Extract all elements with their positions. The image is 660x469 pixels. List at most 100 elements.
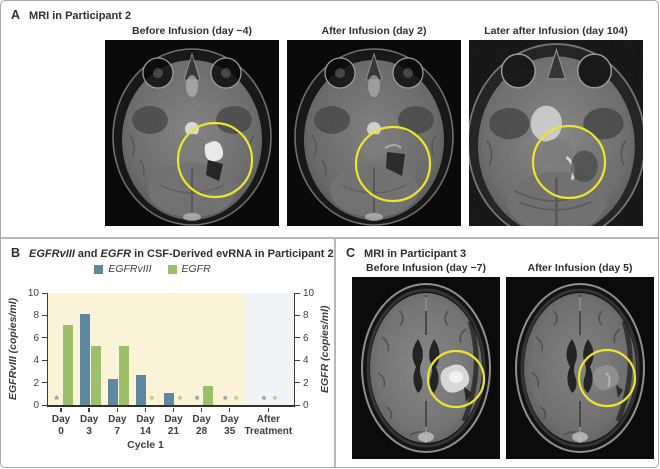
legend-label-egfr: EGFR <box>181 263 211 275</box>
bar-egfrviii-day-3 <box>79 314 90 405</box>
below-detection-marker-egfr-day-35: * <box>233 393 239 407</box>
mri-image-c1 <box>352 277 500 459</box>
panel-a-letter: A <box>11 8 21 22</box>
panel-a-header: A MRI in Participant 2 <box>11 8 131 22</box>
y-tick-label-r-4: 4 <box>303 355 309 367</box>
mri-caption-c1: Before Infusion (day −7) <box>366 262 486 274</box>
y-tick-label-l-2: 2 <box>33 377 39 389</box>
y-tick-l-2 <box>42 382 47 384</box>
legend-item-egfr: EGFR <box>167 263 211 275</box>
y-tick-label-r-10: 10 <box>303 288 315 299</box>
below-detection-marker-egfr-day-21: * <box>177 393 183 407</box>
mri-figure-c2: After Infusion (day 5) <box>506 261 654 459</box>
y-tick-l-0 <box>42 404 47 406</box>
chart-zone-after-treatment <box>244 293 294 405</box>
y-tick-label-r-0: 0 <box>303 400 309 411</box>
below-detection-marker-egfrviii-day-28: * <box>194 393 200 407</box>
x-tick-label-day-3: Day 3 <box>75 408 103 438</box>
panel-c: C MRI in Participant 3 Before Infusion (… <box>336 239 658 467</box>
y-tick-r-6 <box>295 337 300 339</box>
mri-caption-a3: Later after Infusion (day 104) <box>484 25 628 37</box>
bar-group-day-3 <box>76 293 104 405</box>
x-axis-labels: Day 0 Day 3 Day 7 Day 14 Day 21 Day 28 Day 35 After Tre… <box>47 408 293 438</box>
mri-figure-a3: Later after Infusion (day 104) <box>469 24 643 226</box>
y-tick-r-4 <box>295 359 300 361</box>
y-axis-label-right: EGFR (copies/ml) <box>319 305 331 393</box>
panel-divider-vertical <box>334 238 336 467</box>
y-tick-l-4 <box>42 359 47 361</box>
panel-c-mri-row: Before Infusion (day −7) <box>352 261 654 459</box>
mri-figure-c1: Before Infusion (day −7) <box>352 261 500 459</box>
panel-a-title: MRI in Participant 2 <box>29 10 132 22</box>
mri-image-a1 <box>105 40 279 226</box>
panel-b: B EGFRvIII and EGFR in CSF-Derived evRNA… <box>1 239 334 467</box>
bar-group-day-35: * * <box>217 293 245 407</box>
bar-group-day-21: * <box>160 293 188 407</box>
y-tick-r-10 <box>295 292 300 294</box>
bar-egfrviii-day-14 <box>135 374 146 405</box>
panel-a-mri-row: Before Infusion (day −4) <box>105 24 643 226</box>
cycle-axis-label: Cycle 1 <box>127 439 164 451</box>
y-tick-l-10 <box>42 292 47 294</box>
bar-egfr-day-28 <box>203 385 214 405</box>
panel-b-title: EGFRvIII and EGFR in CSF-Derived evRNA i… <box>29 248 334 260</box>
y-tick-label-l-4: 4 <box>33 355 39 367</box>
legend-item-egfrviii: EGFRvIII <box>94 263 152 275</box>
mri-image-a2 <box>287 40 461 226</box>
y-tick-r-2 <box>295 382 300 384</box>
x-tick-label-day-35: Day 35 <box>216 408 244 438</box>
mri-image-c2 <box>506 277 654 459</box>
x-tick-label-day-21: Day 21 <box>159 408 187 438</box>
below-detection-marker-egfrviii-day-0: * <box>54 393 59 407</box>
bar-egfr-day-3 <box>90 345 101 405</box>
chart-legend: EGFRvIII EGFR <box>1 263 304 275</box>
y-tick-label-l-10: 10 <box>27 288 39 299</box>
bar-group-day-7 <box>104 293 132 405</box>
mri-caption-a2: After Infusion (day 2) <box>321 25 427 37</box>
bar-group-day-14: * <box>132 293 160 407</box>
y-tick-r-0 <box>295 404 300 406</box>
below-detection-marker-egfr-after-treatment: * <box>272 393 278 407</box>
below-detection-marker-egfrviii-after-treatment: * <box>261 393 267 407</box>
y-tick-label-r-2: 2 <box>303 377 309 389</box>
y-tick-label-r-8: 8 <box>303 310 309 322</box>
panel-c-header: C MRI in Participant 3 <box>346 246 466 260</box>
y-tick-label-l-0: 0 <box>33 400 39 411</box>
panel-c-title: MRI in Participant 3 <box>364 248 467 260</box>
mri-caption-a1: Before Infusion (day −4) <box>132 25 252 37</box>
mri-figure-a1: Before Infusion (day −4) <box>105 24 279 226</box>
y-axis-label-left: EGFRvIII (copies/ml) <box>7 297 19 401</box>
below-detection-marker-egfr-day-14: * <box>149 393 155 407</box>
panel-b-letter: B <box>11 246 21 260</box>
x-tick-label-day-0: Day 0 <box>47 408 75 438</box>
y-tick-label-r-6: 6 <box>303 332 309 344</box>
bar-egfr-day-0 <box>62 325 73 405</box>
bar-egfrviii-day-7 <box>107 379 118 405</box>
bar-group-day-28: * <box>189 293 217 407</box>
x-tick-label-day-28: Day 28 <box>188 408 216 438</box>
x-tick-label-after-treatment: After Treatment <box>244 408 293 438</box>
y-tick-label-l-8: 8 <box>33 310 39 322</box>
bar-group-after-treatment: * * <box>245 293 294 407</box>
mri-image-a3 <box>469 40 643 226</box>
panel-c-letter: C <box>346 246 356 260</box>
bar-chart-plot-area: * * * * * * * * 0 0 2 2 4 4 6 6 8 8 10 10 <box>28 288 314 411</box>
y-tick-l-8 <box>42 314 47 316</box>
mri-caption-c2: After Infusion (day 5) <box>527 262 633 274</box>
panel-divider-horizontal <box>1 237 658 239</box>
bar-groups: * * * * * * * * <box>48 293 294 407</box>
bar-egfr-day-7 <box>118 345 129 405</box>
y-tick-l-6 <box>42 337 47 339</box>
x-tick-label-day-14: Day 14 <box>131 408 159 438</box>
y-tick-label-l-6: 6 <box>33 332 39 344</box>
legend-swatch-egfrviii <box>94 264 104 274</box>
bar-egfrviii-day-21 <box>163 392 174 405</box>
mri-figure-a2: After Infusion (day 2) <box>287 24 461 226</box>
legend-label-egfrviii: EGFRvIII <box>108 263 152 275</box>
below-detection-marker-egfrviii-day-35: * <box>222 393 228 407</box>
legend-swatch-egfr <box>167 264 177 274</box>
y-tick-r-8 <box>295 314 300 316</box>
panel-b-header: B EGFRvIII and EGFR in CSF-Derived evRNA… <box>11 246 334 260</box>
x-tick-label-day-7: Day 7 <box>103 408 131 438</box>
